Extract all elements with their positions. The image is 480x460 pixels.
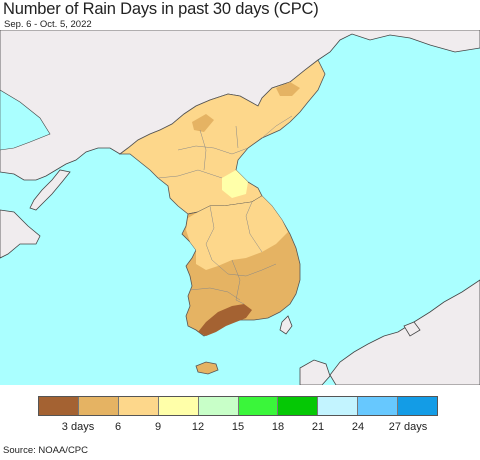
- legend-tick-label: 21: [311, 421, 325, 433]
- japan-kyushu: [299, 359, 331, 385]
- jeju-island: [195, 361, 219, 375]
- legend-tick-label: 15: [231, 421, 245, 433]
- shandong-peninsula: [0, 209, 41, 259]
- source-credit: Source: NOAA/CPC: [3, 445, 88, 456]
- japan-island-small: [403, 321, 421, 337]
- map-title: Number of Rain Days in past 30 days (CPC…: [3, 0, 319, 18]
- legend-swatch-3: [118, 397, 159, 415]
- legend-swatch-10: [398, 397, 438, 415]
- legend-swatch-9: [358, 397, 399, 415]
- liaodong-peninsula: [29, 169, 71, 211]
- legend-tick-label: 12: [191, 421, 205, 433]
- north-korea-patch-6days: [192, 114, 214, 132]
- legend-swatch-7: [278, 397, 319, 415]
- province-borders: [157, 115, 293, 305]
- legend-swatch-8: [318, 397, 359, 415]
- legend-ticks: 3 days 6 9 12 15 18 21 24 27 days: [0, 421, 480, 435]
- legend-swatch-6: [238, 397, 279, 415]
- north-korea-patch-12days: [222, 170, 248, 198]
- legend-tick-label: 9: [154, 421, 162, 433]
- date-range: Sep. 6 - Oct. 5, 2022: [4, 19, 92, 30]
- north-korea-patch-ne: [276, 82, 300, 96]
- legend-swatch-1: [39, 397, 79, 415]
- color-legend: [38, 396, 438, 416]
- legend-tick-label: 3 days: [61, 421, 95, 433]
- legend-swatch-2: [78, 397, 119, 415]
- tsushima-island: [279, 315, 293, 335]
- legend-tick-label: 27 days: [388, 421, 428, 433]
- legend-tick-label: 6: [114, 421, 122, 433]
- legend-tick-label: 18: [271, 421, 285, 433]
- japan-honshu: [329, 279, 480, 385]
- rain-days-map: [0, 30, 480, 385]
- north-korea: [118, 59, 326, 215]
- bohai-sea: [0, 89, 51, 151]
- legend-tick-label: 24: [351, 421, 365, 433]
- legend-swatch-4: [158, 397, 199, 415]
- legend-swatch-5: [198, 397, 239, 415]
- south-korea-southwest-3days: [198, 304, 252, 336]
